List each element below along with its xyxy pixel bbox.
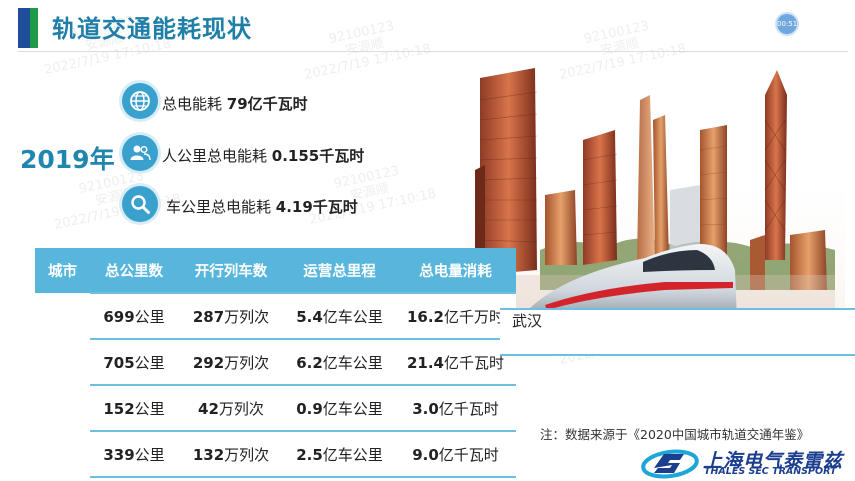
- km-cell: 699公里: [90, 292, 178, 339]
- people-icon: [122, 135, 158, 171]
- timer-badge[interactable]: 00:51: [777, 14, 797, 34]
- table-header-row: 城市 总公里数 开行列车数 运营总里程 总电量消耗: [35, 248, 516, 293]
- stat-person-km-energy: 人公里总电能耗 0.155千瓦时: [162, 147, 365, 165]
- table-row: 武汉 339公里 132万列次 2.5亿车公里 9.0亿千瓦时: [35, 308, 855, 478]
- km-cell: 339公里: [90, 430, 178, 478]
- column-header: 总电量消耗: [395, 248, 516, 293]
- stat-car-km-energy: 车公里总电能耗 4.19千瓦时: [166, 198, 358, 216]
- power-cell: 9.0亿千瓦时: [395, 430, 516, 478]
- city-cell: 武汉: [500, 308, 855, 356]
- mileage-cell: 5.4亿车公里: [284, 292, 395, 339]
- globe-icon: [122, 83, 158, 119]
- column-header: 开行列车数: [178, 248, 284, 293]
- title-accent-bar: [18, 8, 30, 48]
- page-title: 轨道交通能耗现状: [52, 15, 252, 43]
- column-header: 运营总里程: [284, 248, 395, 293]
- mileage-cell: 2.5亿车公里: [284, 430, 395, 478]
- logo-text-cn: 上海电气泰雷兹: [703, 450, 844, 472]
- column-header: 城市: [35, 248, 90, 293]
- title-accent-bar-green: [30, 8, 38, 48]
- trains-cell: 292万列次: [178, 338, 284, 385]
- table-row: 北京 699公里 287万列次 5.4亿车公里 16.2亿千万时: [35, 292, 855, 354]
- power-cell: 21.4亿千瓦时: [395, 338, 516, 385]
- trains-cell: 287万列次: [178, 292, 284, 339]
- energy-table: 城市 总公里数 开行列车数 运营总里程 总电量消耗 北京 699公里 287万列…: [35, 248, 855, 478]
- search-icon: [122, 186, 158, 222]
- km-cell: 152公里: [90, 384, 178, 431]
- logo-text-en: THALES SEC TRANSPORT: [704, 466, 837, 477]
- mileage-cell: 6.2亿车公里: [284, 338, 395, 385]
- year-label: 2019年: [20, 145, 115, 174]
- power-cell: 16.2亿千万时: [395, 292, 516, 339]
- mileage-cell: 0.9亿车公里: [284, 384, 395, 431]
- company-logo: [641, 449, 699, 479]
- trains-cell: 132万列次: [178, 430, 284, 478]
- source-note: 注：数据来源于《2020中国城市轨道交通年鉴》: [540, 427, 810, 442]
- table-row: 上海 705公里 292万列次 6.2亿车公里 21.4亿千瓦时: [35, 308, 855, 385]
- header-divider: [18, 51, 848, 52]
- stat-total-energy: 总电能耗 79亿千瓦时: [162, 95, 308, 113]
- column-header: 总公里数: [90, 248, 178, 293]
- table-row: 郑州 152公里 42万列次 0.9亿车公里 3.0亿千瓦时: [35, 308, 855, 431]
- trains-cell: 42万列次: [178, 384, 284, 431]
- power-cell: 3.0亿千瓦时: [395, 384, 516, 431]
- km-cell: 705公里: [90, 338, 178, 385]
